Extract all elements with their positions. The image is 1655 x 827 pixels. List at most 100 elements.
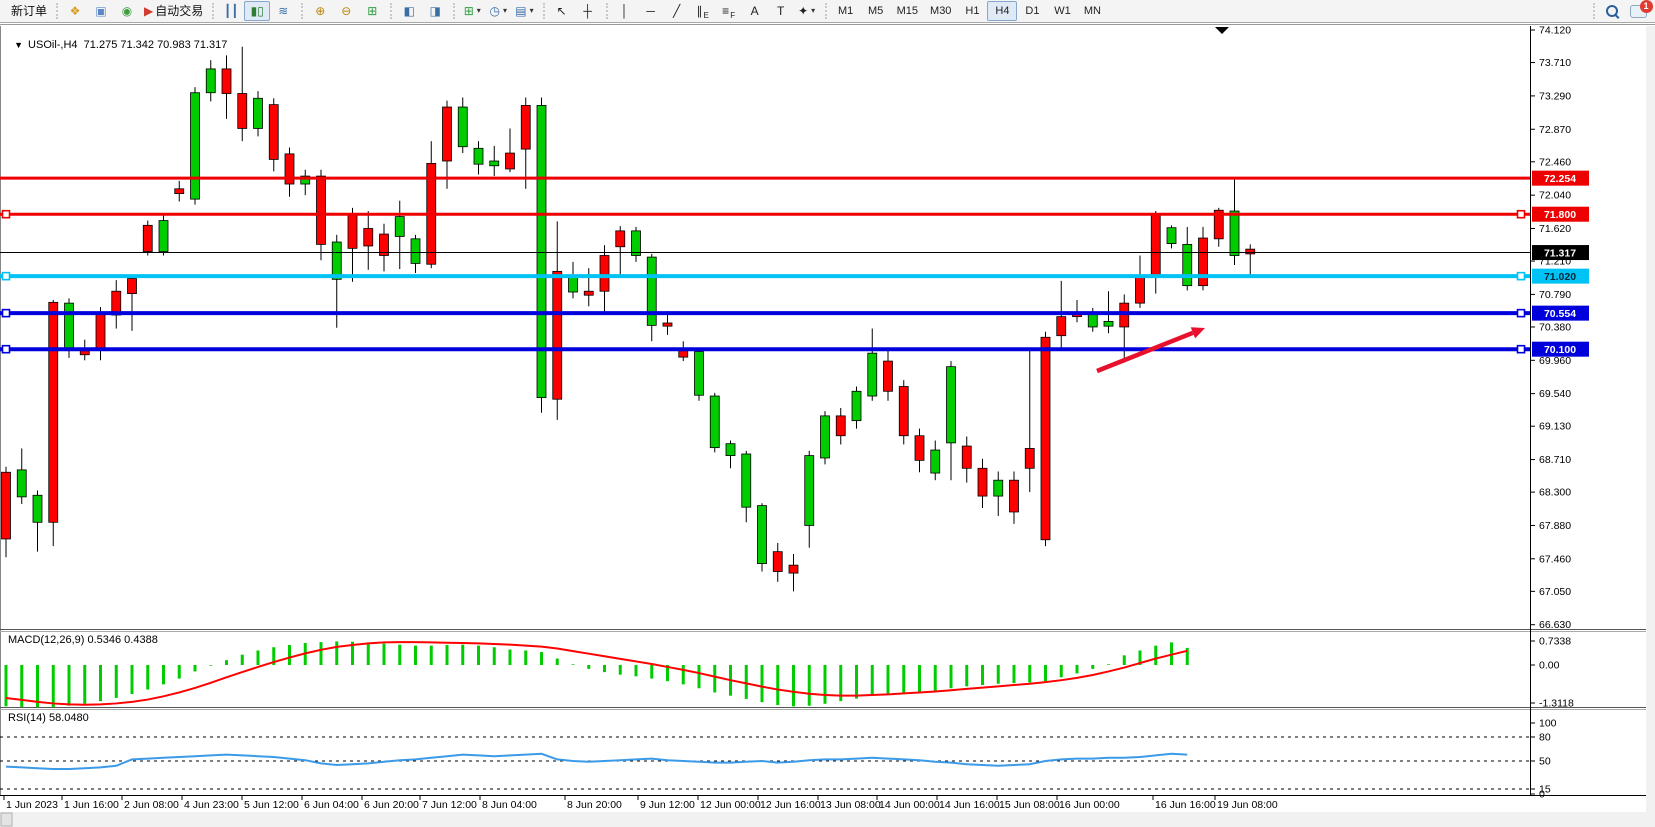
timeframe-h4[interactable]: H4 — [987, 1, 1018, 21]
candles-chart-icon[interactable]: ▮▯ — [244, 1, 271, 21]
line-handle[interactable] — [1516, 209, 1526, 219]
cursor-icon[interactable]: ↖ — [549, 1, 575, 21]
arrows-icon: ✦ — [798, 4, 809, 18]
timeframe-d1[interactable]: D1 — [1025, 4, 1040, 17]
price-tick-label: 69.130 — [1539, 421, 1571, 433]
candle-bull — [1166, 227, 1177, 244]
macd-pane — [4, 641, 1189, 708]
candle-bull — [190, 92, 200, 200]
scroll-marker-icon[interactable] — [1215, 27, 1229, 34]
candle-bear — [1009, 479, 1019, 513]
auto-scroll-icon[interactable]: ◧ — [396, 1, 422, 21]
text-icon[interactable]: A — [742, 1, 768, 21]
line-chart-icon[interactable]: ≋ — [270, 1, 296, 21]
zoom-in-icon[interactable]: ⊕ — [307, 1, 333, 21]
price-tag — [1532, 206, 1589, 222]
equidistant-channel-icon[interactable]: ∥ E — [690, 1, 716, 21]
candle-bull — [64, 302, 74, 351]
candle-bear — [1056, 316, 1067, 337]
fibonacci-icon[interactable]: ≡ F — [716, 1, 742, 21]
timeframe-m30[interactable]: M30 — [930, 4, 952, 17]
candle-bull — [489, 160, 500, 167]
macd-scale-label: 0.7338 — [1539, 636, 1571, 648]
candle-bull — [410, 238, 421, 264]
dropdown-caret-icon[interactable]: ▾ — [476, 6, 481, 15]
auto-trading-button[interactable]: ▶ 自动交易 — [140, 1, 207, 21]
market-watch-icon[interactable]: ❖ — [62, 1, 88, 21]
vertical-line-icon[interactable]: │ — [612, 1, 638, 21]
timeframe-m5[interactable]: M5 — [867, 4, 884, 17]
crosshair-icon[interactable]: ┼ — [575, 1, 601, 21]
candle-bear — [772, 551, 783, 572]
timeframe-h1[interactable]: H1 — [965, 4, 980, 17]
price-tick-label: 68.300 — [1539, 487, 1571, 499]
horizontal-line-icon[interactable]: ─ — [638, 1, 664, 21]
equidistant-channel-icon: ∥ — [696, 4, 703, 18]
price-tick-label: 72.460 — [1539, 156, 1571, 168]
template-icon[interactable]: ▤ ▾ — [511, 1, 537, 21]
search-button[interactable] — [1599, 1, 1625, 21]
time-tick-label: 6 Jun 20:00 — [364, 799, 419, 811]
annotation-arrow[interactable] — [1096, 330, 1194, 374]
candle-bear — [583, 290, 594, 296]
candle-bull — [993, 479, 1004, 497]
time-tick-label: 4 Jun 23:00 — [184, 799, 239, 811]
time-tick-label: 13 Jun 08:00 — [820, 799, 881, 811]
tile-windows-icon[interactable]: ⊞ — [359, 1, 385, 21]
time-tick-label: 14 Jun 16:00 — [939, 799, 1000, 811]
price-tick-label: 67.880 — [1539, 520, 1571, 532]
search-icon — [1606, 5, 1618, 17]
time-tick-label: 1 Jun 2023 — [6, 799, 58, 811]
timeframe-m15[interactable]: M15 — [896, 4, 919, 17]
timeframe-mn[interactable]: MN — [1083, 4, 1101, 17]
data-window-icon[interactable]: ▣ — [88, 1, 114, 21]
line-handle[interactable] — [1516, 271, 1526, 281]
timeframe-w1[interactable]: W1 — [1054, 4, 1071, 17]
annotation-arrow-head[interactable] — [1190, 327, 1205, 339]
macd-scale-label: 0.00 — [1539, 660, 1560, 672]
candle-bull — [694, 351, 704, 396]
line-handle[interactable] — [1, 209, 11, 219]
new-chart-icon[interactable]: ⊞ ▾ — [459, 1, 485, 21]
zoom-out-icon: ⊖ — [341, 4, 352, 18]
chat-bubble-icon: 1 — [1629, 0, 1653, 18]
candle-bear — [505, 152, 515, 170]
text-label-icon[interactable]: T — [768, 1, 794, 21]
toolbar-group: 新订单 — [0, 0, 55, 22]
candle-bull — [820, 415, 830, 459]
price-tick-label: 69.960 — [1539, 355, 1571, 367]
new-order-button[interactable]: 新订单 — [7, 1, 51, 21]
dropdown-caret-icon[interactable]: ▾ — [503, 6, 508, 15]
one-click-trading-expander[interactable]: ▼ — [14, 40, 24, 50]
price-tick-label: 73.710 — [1539, 57, 1571, 69]
period-clock-icon[interactable]: ◷ ▾ — [485, 1, 511, 21]
rsi-scale-label: 15 — [1539, 784, 1551, 796]
line-handle[interactable] — [1516, 308, 1526, 318]
arrows-icon[interactable]: ✦ ▾ — [794, 1, 820, 21]
line-handle[interactable] — [1, 271, 11, 281]
candle-bear — [347, 213, 358, 249]
dropdown-caret-icon[interactable]: ▾ — [811, 6, 816, 15]
timeframe-m1[interactable]: M1 — [837, 4, 854, 17]
line-handle[interactable] — [1516, 344, 1526, 354]
signals-icon[interactable]: ◉ — [114, 1, 140, 21]
price-tick-label: 72.040 — [1539, 190, 1571, 202]
time-tick-label: 19 Jun 08:00 — [1217, 799, 1278, 811]
toolbar-group: │ ─ ╱ ∥ E ≡ F A T ✦ ▾ — [605, 0, 824, 22]
notifications-button[interactable]: 1 — [1625, 0, 1653, 21]
dropdown-caret-icon[interactable]: ▾ — [529, 6, 534, 15]
market-watch-icon: ❖ — [69, 4, 81, 18]
candle-bear — [1135, 275, 1145, 304]
trendline-icon[interactable]: ╱ — [664, 1, 690, 21]
bars-chart-icon[interactable]: ┃┃ — [218, 1, 244, 21]
time-tick-label: 16 Jun 00:00 — [1059, 799, 1120, 811]
candle-bear — [1245, 248, 1256, 255]
time-tick-label: 16 Jun 16:00 — [1155, 799, 1216, 811]
time-tick-label: 7 Jun 12:00 — [422, 799, 477, 811]
chart-shift-icon[interactable]: ◨ — [422, 1, 448, 21]
line-handle[interactable] — [1, 344, 11, 354]
candle-bull — [536, 105, 547, 399]
zoom-out-icon[interactable]: ⊖ — [333, 1, 359, 21]
line-handle[interactable] — [1, 308, 11, 318]
